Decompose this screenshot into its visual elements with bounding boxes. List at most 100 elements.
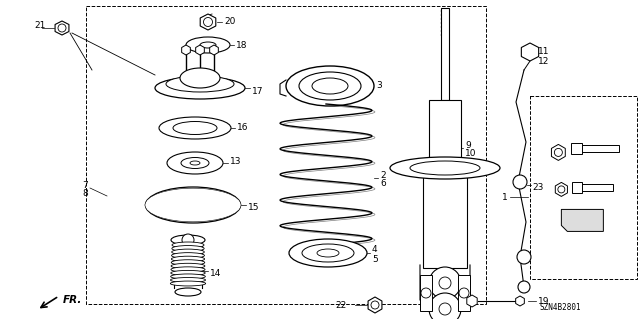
Ellipse shape	[312, 78, 348, 94]
Ellipse shape	[172, 260, 205, 265]
Ellipse shape	[410, 161, 480, 175]
Text: 23: 23	[532, 182, 543, 191]
Circle shape	[513, 175, 527, 189]
Ellipse shape	[180, 200, 206, 210]
Ellipse shape	[145, 188, 241, 222]
Polygon shape	[561, 209, 604, 231]
Bar	[458, 275, 470, 311]
Circle shape	[429, 293, 461, 319]
Polygon shape	[210, 45, 218, 55]
Ellipse shape	[166, 76, 234, 92]
Text: 20: 20	[224, 18, 236, 26]
Ellipse shape	[172, 253, 204, 258]
Circle shape	[518, 281, 530, 293]
Text: 14: 14	[210, 270, 221, 278]
Polygon shape	[196, 45, 204, 55]
Polygon shape	[522, 43, 539, 61]
Text: 12: 12	[538, 57, 549, 66]
Ellipse shape	[317, 249, 339, 257]
Text: 2: 2	[380, 170, 386, 180]
Circle shape	[371, 301, 379, 309]
Ellipse shape	[172, 246, 204, 251]
Text: 1: 1	[502, 193, 508, 202]
Ellipse shape	[161, 194, 225, 216]
Bar	[441, 8, 449, 100]
Polygon shape	[55, 21, 69, 35]
Ellipse shape	[200, 42, 216, 48]
Ellipse shape	[170, 278, 205, 283]
Ellipse shape	[171, 263, 205, 269]
Bar	[581, 145, 620, 152]
Polygon shape	[552, 145, 565, 160]
Bar	[530, 96, 637, 279]
Text: 7: 7	[83, 181, 88, 189]
Ellipse shape	[167, 152, 223, 174]
Ellipse shape	[299, 72, 361, 100]
Ellipse shape	[172, 242, 204, 248]
Ellipse shape	[171, 271, 205, 276]
Ellipse shape	[289, 239, 367, 267]
Text: 10: 10	[465, 150, 477, 159]
Ellipse shape	[155, 77, 245, 99]
Text: 6: 6	[380, 179, 386, 188]
Text: 17: 17	[252, 86, 264, 95]
Ellipse shape	[159, 117, 231, 139]
Bar	[572, 144, 582, 154]
Polygon shape	[368, 297, 382, 313]
Ellipse shape	[170, 281, 205, 286]
Ellipse shape	[171, 235, 205, 245]
Bar	[423, 175, 467, 268]
Ellipse shape	[172, 256, 205, 262]
Text: 5: 5	[372, 255, 378, 263]
Text: 9: 9	[465, 140, 471, 150]
Text: 4: 4	[372, 246, 378, 255]
Ellipse shape	[286, 66, 374, 106]
Text: FR.: FR.	[63, 295, 83, 305]
Ellipse shape	[173, 122, 217, 135]
Text: 21: 21	[34, 21, 45, 31]
Text: 16: 16	[237, 123, 248, 132]
Ellipse shape	[145, 187, 241, 223]
Ellipse shape	[390, 157, 500, 179]
Circle shape	[421, 288, 431, 298]
Circle shape	[439, 303, 451, 315]
Text: 13: 13	[230, 158, 241, 167]
Text: 22: 22	[336, 300, 347, 309]
Circle shape	[558, 186, 565, 193]
Polygon shape	[182, 45, 190, 55]
Text: SZN4B2801: SZN4B2801	[539, 303, 581, 313]
Ellipse shape	[180, 68, 220, 88]
Ellipse shape	[171, 274, 205, 279]
Bar	[581, 184, 613, 191]
Circle shape	[204, 18, 212, 26]
Text: 3: 3	[376, 81, 381, 91]
Text: 8: 8	[83, 189, 88, 197]
Circle shape	[429, 267, 461, 299]
Circle shape	[58, 24, 66, 32]
Circle shape	[459, 288, 469, 298]
Polygon shape	[556, 182, 568, 197]
Text: 19: 19	[538, 296, 550, 306]
Bar	[420, 275, 432, 311]
Bar	[86, 6, 486, 304]
Bar	[429, 100, 461, 165]
Text: 15: 15	[248, 204, 259, 212]
Ellipse shape	[181, 158, 209, 168]
Polygon shape	[516, 296, 524, 306]
Polygon shape	[467, 295, 477, 307]
Circle shape	[182, 234, 194, 246]
Ellipse shape	[186, 37, 230, 53]
Ellipse shape	[172, 249, 204, 255]
Ellipse shape	[190, 161, 200, 165]
Ellipse shape	[153, 191, 233, 219]
Ellipse shape	[171, 267, 205, 272]
Ellipse shape	[175, 288, 201, 296]
Ellipse shape	[302, 244, 354, 262]
Circle shape	[439, 277, 451, 289]
Circle shape	[554, 148, 563, 156]
Text: 11: 11	[538, 48, 550, 56]
Polygon shape	[200, 14, 216, 30]
Circle shape	[517, 250, 531, 264]
Bar	[572, 182, 582, 193]
Text: 18: 18	[236, 41, 248, 49]
